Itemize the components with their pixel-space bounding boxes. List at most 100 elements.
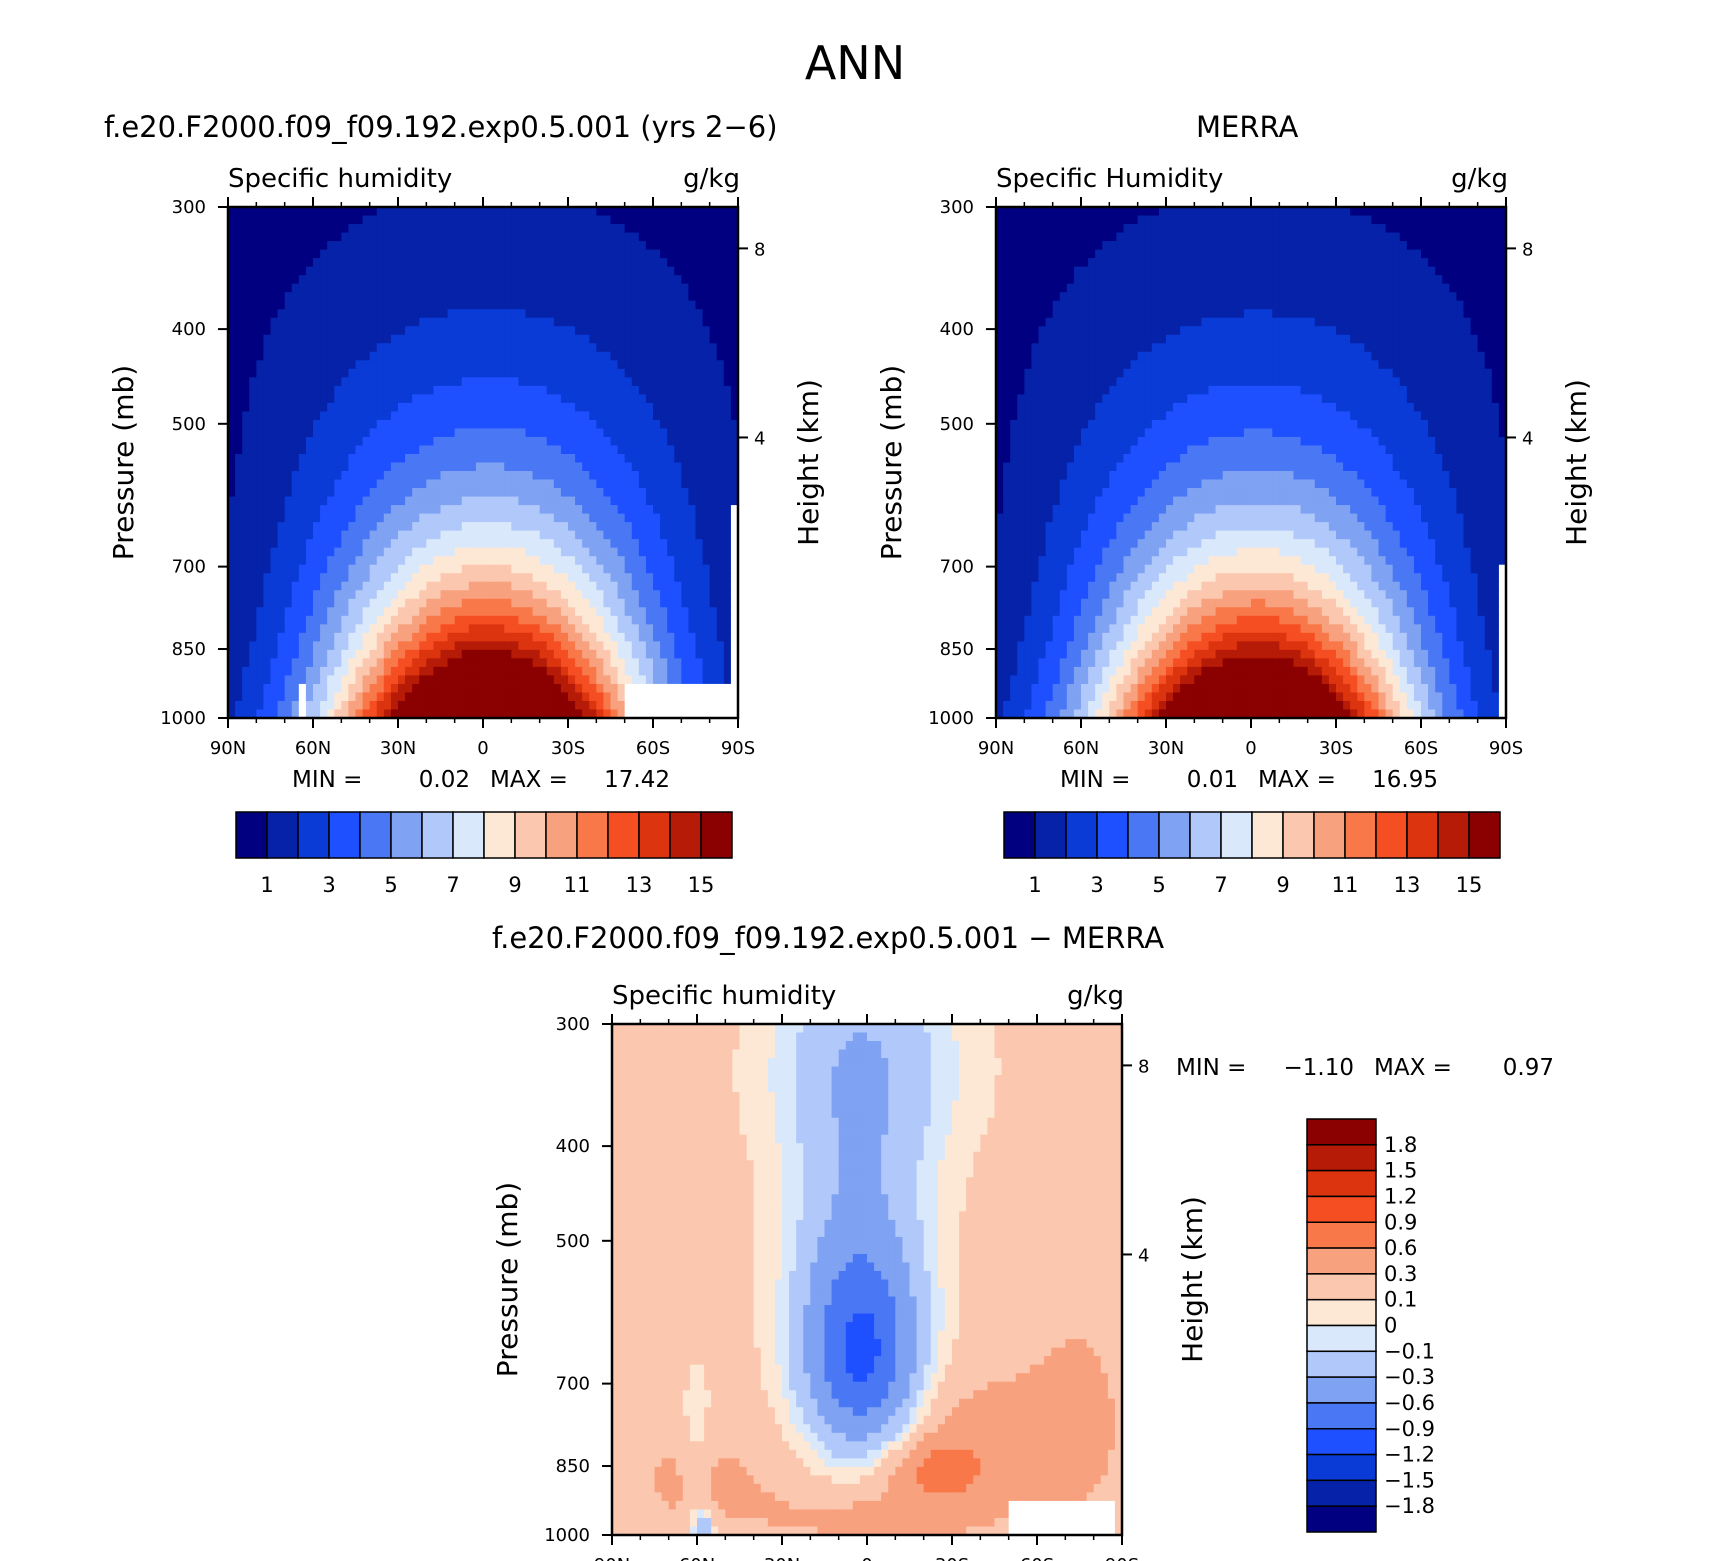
field-cell: [313, 377, 321, 387]
field-cell: [305, 513, 314, 523]
field-cell: [546, 419, 555, 430]
field-cell: [362, 496, 371, 506]
field-cell: [228, 317, 236, 327]
field-cell: [320, 351, 328, 361]
field-cell: [674, 505, 682, 515]
field-cell: [603, 581, 612, 591]
field-cell: [653, 394, 661, 404]
field-cell: [702, 402, 711, 412]
field-cell: [383, 573, 392, 583]
field-cell: [355, 530, 364, 540]
field-cell: [674, 283, 682, 293]
field-cell: [327, 385, 335, 395]
field-cell: [603, 283, 612, 293]
field-cell: [291, 377, 300, 387]
field-cell: [568, 522, 576, 532]
field-cell: [419, 275, 427, 285]
field-cell: [284, 292, 293, 302]
field-cell: [702, 360, 711, 370]
field-cell: [454, 249, 463, 259]
field-cell: [298, 675, 307, 685]
field-cell: [667, 692, 675, 702]
field-cell: [667, 556, 675, 566]
field-cell: [560, 547, 569, 557]
field-cell: [631, 598, 640, 608]
field-cell: [617, 241, 626, 251]
field-cell: [348, 692, 357, 702]
field-cell: [334, 215, 342, 225]
field-cell: [242, 607, 250, 617]
field-cell: [525, 683, 534, 694]
field-cell: [270, 675, 279, 685]
field-cell: [575, 360, 583, 370]
field-cell: [348, 258, 357, 268]
field-cell: [525, 709, 534, 719]
field-cell: [390, 556, 399, 566]
field-cell: [518, 513, 527, 523]
field-cell: [277, 224, 286, 234]
x-tick-label: 30S: [551, 738, 585, 759]
field-cell: [1095, 266, 1103, 276]
field-cell: [617, 564, 626, 574]
field-cell: [709, 266, 718, 276]
field-cell: [475, 658, 484, 668]
field-cell: [412, 224, 420, 234]
field-cell: [1116, 224, 1125, 234]
field-cell: [681, 547, 690, 557]
field-cell: [1201, 232, 1210, 242]
field-cell: [504, 334, 512, 344]
field-cell: [674, 249, 682, 259]
field-cell: [369, 266, 378, 276]
field-cell: [1158, 215, 1167, 225]
field-cell: [518, 232, 527, 242]
field-cell: [1208, 207, 1217, 217]
field-cell: [674, 368, 682, 378]
field-cell: [348, 249, 357, 259]
field-cell: [398, 360, 406, 370]
field-cell: [1392, 207, 1401, 217]
field-cell: [497, 275, 505, 285]
field-cell: [1095, 232, 1103, 242]
field-cell: [631, 547, 640, 557]
field-cell: [405, 624, 413, 634]
field-cell: [475, 496, 484, 506]
field-cell: [497, 666, 505, 677]
field-cell: [313, 564, 321, 574]
field-cell: [1151, 258, 1160, 268]
field-cell: [277, 462, 286, 472]
field-cell: [362, 275, 371, 285]
field-cell: [1484, 215, 1493, 225]
field-cell: [723, 505, 732, 515]
field-cell: [624, 394, 633, 404]
field-cell: [334, 385, 342, 395]
field-cell: [348, 428, 357, 438]
field-cell: [511, 615, 520, 625]
field-cell: [284, 581, 293, 591]
field-cell: [996, 215, 1004, 225]
field-cell: [249, 343, 257, 353]
field-cell: [539, 275, 548, 285]
field-cell: [1321, 249, 1330, 259]
field-cell: [398, 658, 406, 668]
field-cell: [405, 385, 413, 395]
field-cell: [631, 700, 640, 711]
field-cell: [419, 343, 427, 353]
field-cell: [398, 700, 406, 711]
field-cell: [504, 436, 512, 447]
field-cell: [596, 675, 605, 685]
field-cell: [610, 641, 619, 651]
field-cell: [305, 377, 314, 387]
field-cell: [313, 547, 321, 557]
field-cell: [560, 471, 569, 481]
field-cell: [653, 658, 661, 668]
field-cell: [653, 649, 661, 659]
field-cell: [631, 675, 640, 685]
field-cell: [256, 700, 265, 711]
field-cell: [525, 445, 534, 455]
field-cell: [327, 709, 335, 719]
field-cell: [291, 402, 300, 412]
field-cell: [1343, 224, 1351, 234]
field-cell: [653, 241, 661, 251]
field-cell: [320, 317, 328, 327]
field-cell: [497, 351, 505, 361]
